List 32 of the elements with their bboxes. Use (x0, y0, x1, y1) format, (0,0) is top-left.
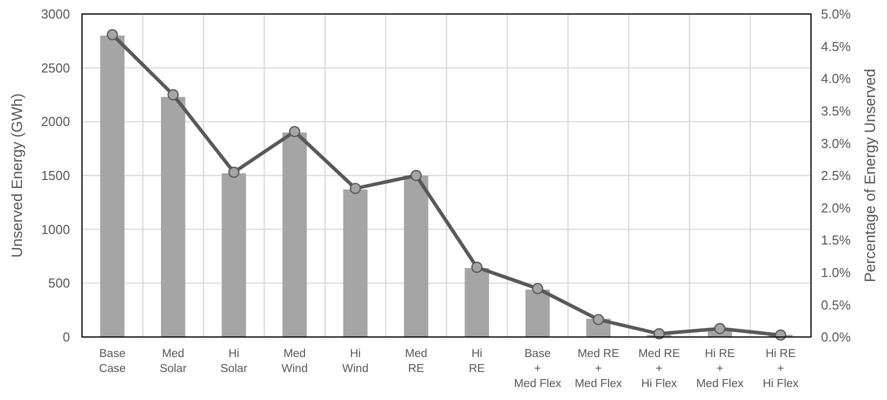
x-tick-label: Med RE + Med Flex (574, 348, 622, 390)
y-tick-label: 0 (62, 330, 70, 345)
y-tick-label: 1500 (41, 168, 70, 184)
x-tick-label: Med Wind (282, 348, 308, 375)
y-tick-label: 3000 (41, 6, 70, 22)
y-tick-label: 500 (48, 276, 70, 291)
x-tick-label: Base + Med Flex (514, 348, 562, 390)
y2-tick-label: 0.0% (821, 330, 852, 345)
y2-tick-label: 2.0% (821, 200, 852, 216)
y2-tick-label: 2.5% (821, 168, 852, 184)
y2-tick-label: 0.5% (821, 297, 852, 312)
x-tick-label: Med RE (404, 348, 428, 375)
y2-tick-label: 3.5% (821, 103, 852, 118)
x-tick-label: Hi Wind (342, 348, 368, 375)
x-tick-label: Med RE + Hi Flex (638, 348, 680, 390)
x-tick-label: Hi RE (468, 348, 486, 375)
y-tick-label: 1000 (41, 222, 70, 237)
y-axis-title: Unserved Energy (GWh) (9, 93, 26, 258)
x-tick-label: Base Case (98, 348, 126, 375)
y-tick-label: 2000 (41, 114, 70, 130)
x-tick-label: Hi RE + Med Flex (696, 348, 744, 390)
y2-tick-label: 5.0% (821, 6, 852, 22)
y-tick-label: 2500 (41, 60, 70, 76)
y2-tick-label: 3.0% (821, 136, 852, 151)
x-tick-label: Med Solar (160, 348, 187, 375)
x-tick-label: Hi Solar (220, 348, 248, 375)
y2-tick-label: 1.0% (821, 264, 852, 280)
y2-axis-title: Percentage of Energy Unserved (862, 68, 879, 282)
y2-tick-label: 4.5% (821, 38, 852, 54)
y2-tick-label: 4.0% (821, 71, 852, 86)
y2-tick-label: 1.5% (821, 232, 852, 248)
x-tick-label: Hi RE + Hi Flex (762, 348, 799, 390)
